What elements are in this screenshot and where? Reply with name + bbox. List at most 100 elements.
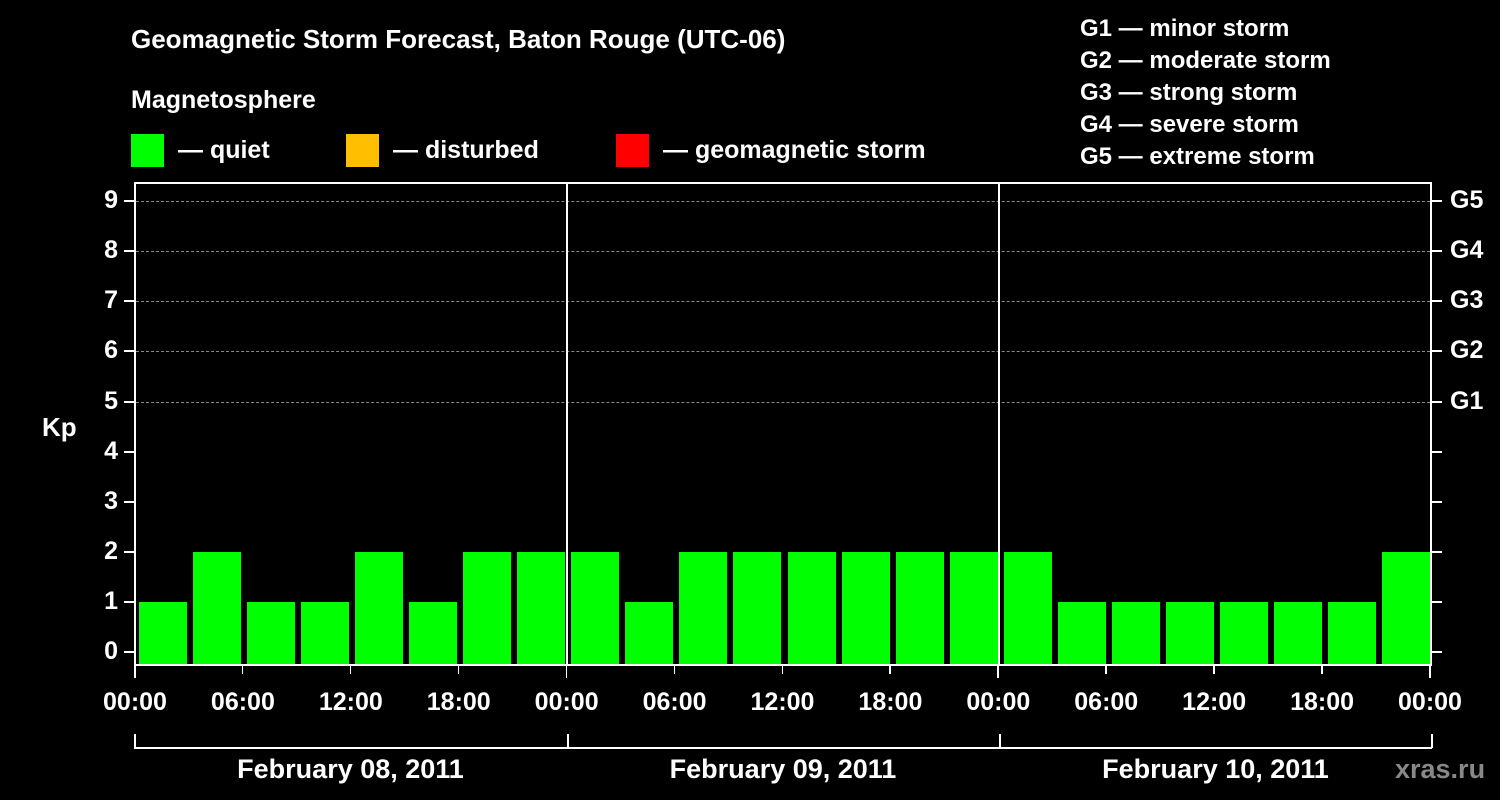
x-tick-label: 06:00: [642, 688, 707, 716]
y-tick: [124, 550, 134, 553]
x-tick-label: 18:00: [1290, 688, 1355, 716]
gridline: [136, 401, 1430, 403]
right-y-tick: [1432, 350, 1442, 353]
right-y-tick: [1432, 600, 1442, 603]
y-tick-label: 7: [104, 286, 118, 315]
right-y-tick: [1432, 250, 1442, 253]
y-tick-label: 3: [104, 486, 118, 515]
x-tick: [1429, 666, 1431, 678]
right-y-tick: [1432, 550, 1442, 553]
y-tick-label: 4: [104, 436, 118, 465]
legend-disturbed: — disturbed: [346, 133, 539, 167]
x-tick: [1321, 666, 1323, 674]
day-divider: [566, 182, 568, 666]
day-label: February 09, 2011: [669, 754, 897, 784]
right-y-tick: [1432, 450, 1442, 453]
x-tick-label: 00:00: [966, 688, 1031, 716]
kp-bar: [193, 551, 242, 665]
kp-bar: [1273, 601, 1322, 665]
y-tick: [124, 300, 134, 303]
right-y-tick: [1432, 651, 1442, 653]
right-y-tick: [1432, 300, 1442, 303]
kp-bar: [301, 601, 350, 665]
x-tick: [1105, 666, 1107, 674]
kp-bar: [1327, 601, 1376, 665]
gridline: [136, 351, 1430, 353]
kp-bar: [409, 601, 458, 665]
watermark: xras.ru: [1395, 754, 1486, 784]
kp-bar: [1381, 551, 1430, 665]
g-scale-label: G1: [1450, 386, 1484, 415]
x-tick-label: 12:00: [750, 688, 815, 716]
y-tick: [124, 350, 134, 353]
x-tick-label: 00:00: [534, 688, 599, 716]
y-tick-label: 9: [104, 186, 118, 215]
day-label: February 10, 2011: [1102, 754, 1329, 784]
storm-scale-g1: G1 — minor storm: [1080, 15, 1290, 42]
right-y-tick: [1432, 500, 1442, 503]
g-scale-label: G2: [1450, 336, 1484, 365]
kp-bar: [517, 551, 566, 665]
y-tick-label: 5: [104, 386, 118, 415]
kp-bar: [571, 551, 620, 665]
gridline: [136, 251, 1430, 253]
day-divider: [998, 182, 1000, 666]
kp-bar: [247, 601, 296, 665]
kp-bar: [949, 551, 998, 665]
y-tick-label: 2: [104, 536, 118, 565]
x-tick-label: 00:00: [103, 688, 167, 716]
x-tick: [241, 666, 244, 674]
legend-storm: — geomagnetic storm: [616, 133, 926, 167]
kp-bar: [679, 551, 728, 665]
y-tick: [124, 450, 134, 453]
kp-bar: [1057, 601, 1106, 665]
x-tick-label: 18:00: [426, 688, 491, 716]
x-tick-label: 06:00: [1074, 688, 1139, 716]
y-tick-label: 0: [104, 637, 118, 665]
g-scale-label: G4: [1450, 236, 1484, 265]
kp-bar: [841, 551, 890, 665]
kp-bar: [463, 551, 512, 665]
storm-scale-g4: G4 — severe storm: [1080, 111, 1299, 138]
quiet-swatch-icon: [131, 133, 164, 167]
day-label: February 08, 2011: [237, 754, 464, 784]
y-tick: [124, 600, 134, 603]
legend-storm-label: — geomagnetic storm: [663, 135, 926, 164]
gridline: [136, 201, 1430, 203]
g-scale-label: G3: [1450, 286, 1484, 315]
y-tick: [124, 200, 134, 203]
kp-bar: [625, 601, 674, 665]
chart-subtitle: Magnetosphere: [131, 86, 316, 114]
day-bracket-tick: [1431, 734, 1433, 748]
storm-scale-g2: G2 — moderate storm: [1080, 47, 1331, 74]
x-tick: [457, 666, 460, 674]
x-tick-label: 06:00: [210, 688, 275, 716]
x-tick: [565, 666, 568, 678]
y-tick: [124, 651, 134, 653]
x-tick: [673, 666, 676, 674]
x-tick: [781, 666, 783, 674]
kp-bar: [1003, 551, 1052, 665]
x-tick: [1213, 666, 1215, 674]
x-tick: [997, 666, 999, 678]
right-y-tick: [1432, 400, 1442, 403]
x-tick: [889, 666, 891, 674]
kp-bar: [733, 551, 782, 665]
kp-bar: [1165, 601, 1214, 665]
disturbed-swatch-icon: [346, 133, 379, 167]
kp-bar: [895, 551, 944, 665]
y-axis-label: Kp: [42, 412, 77, 442]
legend-quiet: — quiet: [131, 133, 270, 167]
x-tick-label: 12:00: [1182, 688, 1247, 716]
kp-bar: [139, 601, 188, 665]
gridline: [136, 301, 1430, 303]
legend-disturbed-label: — disturbed: [393, 135, 539, 164]
x-tick-label: 12:00: [318, 688, 383, 716]
kp-bar: [355, 551, 404, 665]
kp-bar: [1219, 601, 1268, 665]
day-bracket-tick: [999, 734, 1001, 748]
kp-bar: [1111, 601, 1160, 665]
y-tick-label: 6: [104, 336, 118, 365]
y-tick-label: 8: [104, 236, 118, 265]
g-scale-label: G5: [1450, 186, 1484, 215]
